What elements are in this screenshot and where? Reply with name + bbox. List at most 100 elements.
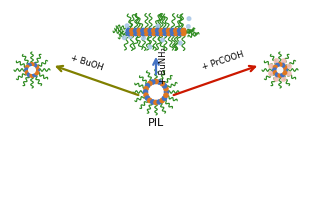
Circle shape — [146, 96, 150, 100]
Circle shape — [287, 72, 291, 76]
Circle shape — [157, 80, 162, 84]
Circle shape — [164, 87, 168, 91]
Circle shape — [274, 77, 279, 81]
Circle shape — [151, 100, 155, 104]
Circle shape — [25, 71, 29, 75]
Circle shape — [154, 79, 158, 84]
Circle shape — [174, 31, 179, 36]
Circle shape — [148, 28, 153, 33]
Text: + BuNH₂: + BuNH₂ — [159, 47, 168, 84]
Circle shape — [275, 73, 279, 77]
Circle shape — [281, 63, 285, 67]
Circle shape — [133, 31, 138, 36]
Circle shape — [141, 31, 146, 36]
Circle shape — [170, 28, 175, 33]
Circle shape — [269, 71, 273, 76]
Circle shape — [152, 28, 156, 33]
Circle shape — [160, 98, 164, 103]
Circle shape — [142, 36, 145, 40]
Circle shape — [30, 63, 34, 67]
Circle shape — [29, 67, 35, 73]
Text: + BuOH: + BuOH — [69, 53, 105, 72]
Circle shape — [163, 28, 167, 33]
Circle shape — [284, 68, 287, 72]
Circle shape — [25, 68, 28, 72]
Circle shape — [163, 31, 167, 36]
Circle shape — [27, 73, 31, 77]
Circle shape — [178, 41, 182, 45]
Circle shape — [144, 87, 148, 91]
Circle shape — [148, 81, 152, 86]
Circle shape — [148, 31, 153, 36]
Circle shape — [126, 31, 131, 36]
Circle shape — [144, 31, 149, 36]
Circle shape — [152, 31, 156, 36]
Circle shape — [283, 71, 287, 75]
Circle shape — [144, 28, 149, 33]
Circle shape — [27, 63, 31, 67]
Circle shape — [174, 28, 179, 33]
Circle shape — [35, 71, 38, 75]
Circle shape — [159, 31, 164, 36]
Circle shape — [157, 100, 162, 104]
Circle shape — [30, 73, 34, 77]
Circle shape — [160, 81, 164, 86]
Circle shape — [282, 59, 286, 63]
Circle shape — [162, 84, 167, 88]
Circle shape — [125, 24, 129, 28]
Circle shape — [133, 28, 138, 33]
Circle shape — [170, 31, 175, 36]
Circle shape — [35, 65, 38, 69]
Circle shape — [164, 90, 169, 94]
Circle shape — [154, 100, 158, 105]
Circle shape — [35, 68, 39, 72]
Circle shape — [287, 64, 291, 69]
Circle shape — [177, 31, 182, 36]
Circle shape — [122, 36, 126, 40]
Circle shape — [162, 96, 167, 100]
Circle shape — [159, 28, 164, 33]
Circle shape — [151, 80, 155, 84]
Circle shape — [281, 77, 286, 81]
Circle shape — [274, 59, 279, 63]
Circle shape — [167, 31, 171, 36]
Circle shape — [281, 73, 285, 77]
Circle shape — [187, 25, 190, 28]
Circle shape — [269, 64, 273, 68]
Circle shape — [273, 65, 277, 69]
Circle shape — [146, 84, 150, 88]
Circle shape — [273, 68, 276, 72]
Circle shape — [148, 98, 152, 103]
Circle shape — [275, 63, 279, 67]
Circle shape — [130, 28, 135, 33]
Circle shape — [177, 28, 182, 33]
Circle shape — [161, 38, 164, 42]
Circle shape — [164, 93, 168, 97]
Circle shape — [273, 71, 277, 75]
Circle shape — [278, 73, 282, 77]
Circle shape — [181, 28, 186, 33]
Circle shape — [128, 35, 132, 38]
Circle shape — [30, 68, 34, 72]
Circle shape — [130, 31, 135, 36]
Circle shape — [167, 28, 171, 33]
Circle shape — [277, 67, 283, 73]
Text: PIL: PIL — [148, 118, 164, 128]
Circle shape — [126, 28, 131, 33]
Circle shape — [137, 31, 142, 36]
Circle shape — [143, 90, 148, 94]
Circle shape — [25, 65, 29, 69]
Circle shape — [137, 28, 142, 33]
Circle shape — [156, 24, 160, 28]
Circle shape — [283, 65, 287, 69]
Text: + PrCOOH: + PrCOOH — [201, 50, 245, 72]
Circle shape — [187, 17, 191, 20]
Circle shape — [33, 73, 37, 77]
Circle shape — [181, 31, 186, 36]
Circle shape — [33, 63, 37, 67]
Circle shape — [156, 28, 160, 33]
Circle shape — [141, 28, 146, 33]
Circle shape — [278, 63, 282, 67]
Circle shape — [156, 31, 160, 36]
Circle shape — [144, 93, 148, 97]
